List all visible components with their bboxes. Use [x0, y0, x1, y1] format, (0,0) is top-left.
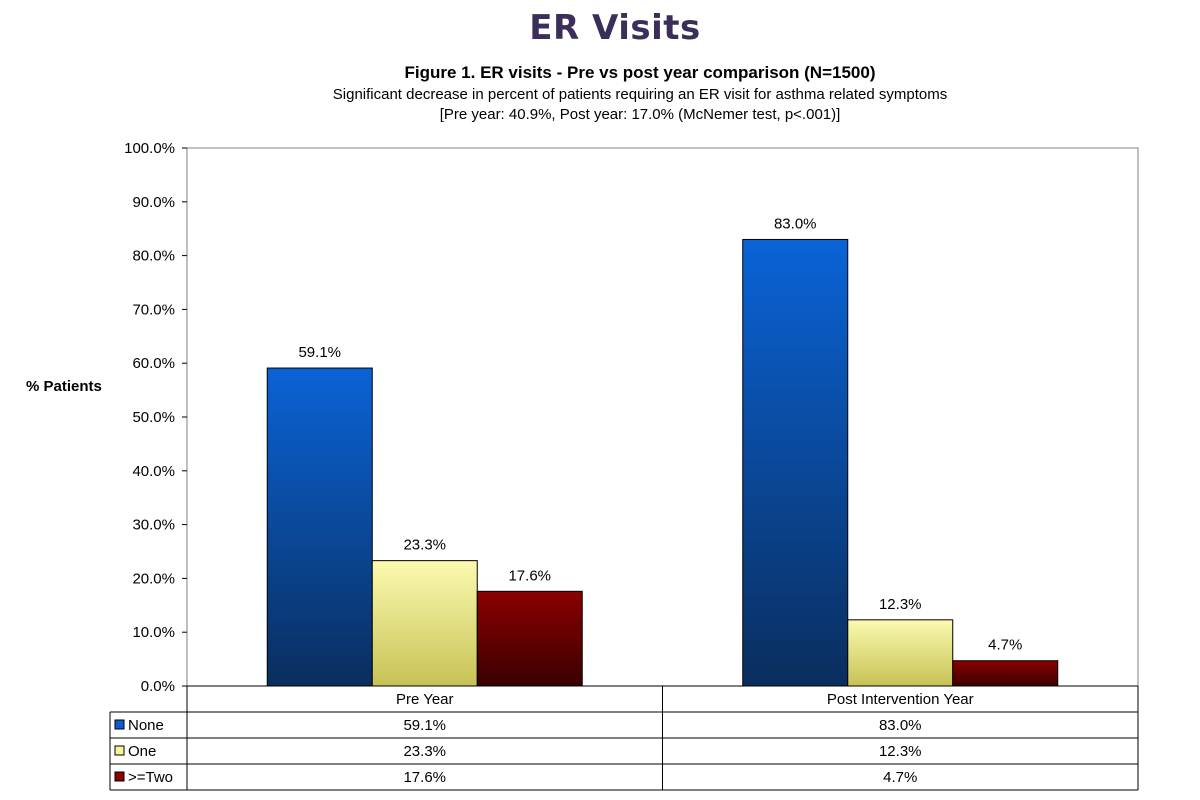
- legend-key: [114, 719, 125, 730]
- bar-two: [476, 590, 583, 687]
- bar-one: [847, 619, 954, 687]
- y-axis-label: % Patients: [26, 378, 102, 395]
- table-cell: 17.6%: [403, 769, 446, 786]
- table-cell: 59.1%: [403, 717, 446, 734]
- data-label: 12.3%: [879, 596, 922, 613]
- chart-title: Figure 1. ER visits - Pre vs post year c…: [404, 63, 876, 82]
- table-cell: 83.0%: [879, 717, 922, 734]
- x-category-label: Post Intervention Year: [827, 691, 974, 708]
- y-tick-label: 10.0%: [132, 624, 175, 641]
- y-tick-label: 30.0%: [132, 517, 175, 534]
- legend-label: One: [128, 743, 156, 760]
- chart-subtitle-stats: [Pre year: 40.9%, Post year: 17.0% (McNe…: [439, 106, 841, 123]
- y-tick-label: 50.0%: [132, 409, 175, 426]
- data-label: 59.1%: [298, 344, 341, 361]
- bar-one: [371, 560, 478, 687]
- table-cell: 4.7%: [883, 769, 917, 786]
- data-label: 4.7%: [988, 637, 1022, 654]
- data-label: 83.0%: [774, 215, 817, 232]
- y-tick-label: 0.0%: [141, 678, 175, 695]
- legend-key: [114, 771, 125, 782]
- bar-none: [266, 367, 373, 687]
- legend-label: None: [128, 717, 164, 734]
- table-cell: 23.3%: [403, 743, 446, 760]
- y-tick-label: 40.0%: [132, 463, 175, 480]
- table-cell: 12.3%: [879, 743, 922, 760]
- y-tick-label: 70.0%: [132, 301, 175, 318]
- bar-two: [952, 660, 1059, 687]
- y-tick-label: 90.0%: [132, 194, 175, 211]
- chart-subtitle: Significant decrease in percent of patie…: [332, 86, 948, 103]
- legend-label: >=Two: [128, 769, 173, 786]
- y-tick-label: 100.0%: [124, 140, 175, 157]
- slide-title: ER Visits: [529, 8, 701, 48]
- data-label: 17.6%: [508, 567, 551, 584]
- legend-key: [114, 745, 125, 756]
- bar-none: [742, 238, 849, 687]
- y-tick-label: 80.0%: [132, 248, 175, 265]
- y-tick-label: 20.0%: [132, 570, 175, 587]
- x-category-label: Pre Year: [396, 691, 454, 708]
- data-label: 23.3%: [403, 537, 446, 554]
- y-tick-label: 60.0%: [132, 355, 175, 372]
